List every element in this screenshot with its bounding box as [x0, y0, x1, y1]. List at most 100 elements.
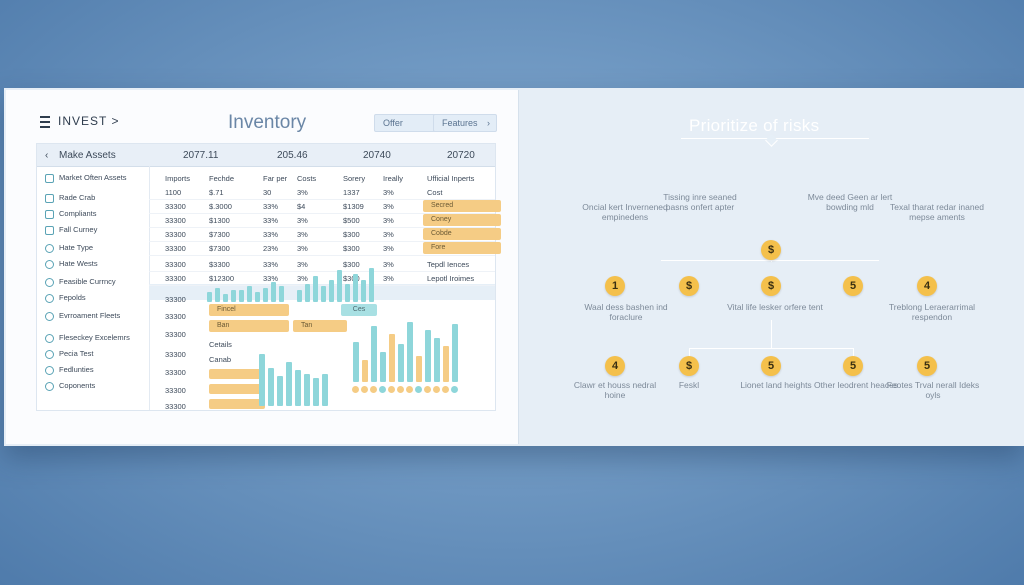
chart-bar[interactable]	[263, 288, 268, 302]
chart-bar[interactable]	[223, 294, 228, 302]
chart-dot[interactable]	[397, 386, 404, 393]
chart-bar[interactable]	[286, 362, 292, 406]
chart-dot[interactable]	[361, 386, 368, 393]
chart-bar[interactable]	[452, 324, 458, 382]
features-button[interactable]: Features ›	[433, 114, 497, 132]
risk-node[interactable]: $	[761, 240, 781, 260]
chart-bar[interactable]	[255, 292, 260, 302]
back-label[interactable]: Make Assets	[59, 150, 116, 161]
chart-bar[interactable]	[313, 378, 319, 406]
offer-button[interactable]: Offer	[374, 114, 436, 132]
chart-bar[interactable]	[389, 334, 395, 382]
sidebar-item[interactable]: Market Often Assets	[43, 172, 147, 188]
risk-node[interactable]: 5	[843, 356, 863, 376]
chart-bar[interactable]	[353, 342, 359, 382]
chart-bar[interactable]	[231, 290, 236, 302]
risk-node[interactable]: $	[679, 276, 699, 296]
sidebar-item[interactable]: Hate Type	[43, 242, 147, 258]
sidebar-item[interactable]: Feasible Currncy	[43, 276, 147, 292]
sidebar-item[interactable]: Hate Wests	[43, 258, 147, 274]
highlight-cell[interactable]: Coney	[423, 214, 501, 226]
hamburger-icon[interactable]	[40, 115, 50, 128]
sidebar-item[interactable]: Rade Crab	[43, 192, 147, 208]
risk-node[interactable]: 5	[917, 356, 937, 376]
chart-bar[interactable]	[268, 368, 274, 406]
chart-bar[interactable]	[337, 270, 342, 302]
risk-node[interactable]: 5	[761, 356, 781, 376]
chart-bar[interactable]	[247, 286, 252, 302]
chart-dot[interactable]	[406, 386, 413, 393]
highlight-cell[interactable]: Secred	[423, 200, 501, 212]
chart-dot[interactable]	[451, 386, 458, 393]
sidebar-item-label: Fleseckey Excelemrs	[59, 333, 130, 342]
sidebar-item[interactable]: Pecia Test	[43, 348, 147, 364]
table-cell: 1337	[343, 188, 360, 197]
chart-bar[interactable]	[322, 374, 328, 406]
chart-bar[interactable]	[277, 376, 283, 406]
nav-label[interactable]: INVEST >	[58, 114, 120, 128]
chart-bar[interactable]	[416, 356, 422, 382]
nav-menu[interactable]: INVEST >	[40, 114, 119, 128]
chart-bar[interactable]	[371, 326, 377, 382]
table-cell: 3%	[383, 188, 394, 197]
back-chevron-icon[interactable]: ‹	[45, 150, 49, 161]
chart-dot[interactable]	[370, 386, 377, 393]
chart-dot[interactable]	[388, 386, 395, 393]
risk-node[interactable]: 4	[917, 276, 937, 296]
chart-bar[interactable]	[295, 370, 301, 406]
chart-bar[interactable]	[297, 290, 302, 302]
chart-bar[interactable]	[271, 282, 276, 302]
chart-bar[interactable]	[361, 280, 366, 302]
chart-bar[interactable]	[329, 280, 334, 302]
legend-block[interactable]	[209, 384, 265, 394]
legend-block[interactable]	[209, 369, 265, 379]
table-cell: $12300	[209, 274, 235, 283]
chart-bar[interactable]	[207, 292, 212, 302]
chart-bar[interactable]	[345, 284, 350, 302]
chart-dot[interactable]	[352, 386, 359, 393]
table-cell: 33%	[263, 202, 279, 211]
chart-bar[interactable]	[369, 268, 374, 302]
chart-dot[interactable]	[442, 386, 449, 393]
chart-bar[interactable]	[215, 288, 220, 302]
tan-block[interactable]: Tan	[293, 320, 347, 332]
chart-bar[interactable]	[279, 286, 284, 302]
chart-bar[interactable]	[380, 352, 386, 382]
chart-bar[interactable]	[305, 284, 310, 302]
highlight-cell[interactable]: Fore	[423, 242, 501, 254]
ban-block[interactable]: Ban	[209, 320, 289, 332]
chart-dot[interactable]	[379, 386, 386, 393]
chart-bar[interactable]	[425, 330, 431, 382]
sidebar-item[interactable]: Fall Curney	[43, 224, 147, 240]
highlight-cell[interactable]: Cobde	[423, 228, 501, 240]
sidebar-item[interactable]: Fepolds	[43, 292, 147, 308]
chart-bar[interactable]	[239, 290, 244, 302]
fincel-block[interactable]: Fincel	[209, 304, 289, 316]
sidebar-item[interactable]: Fedlunties	[43, 364, 147, 380]
chart-dot[interactable]	[433, 386, 440, 393]
chart-bar[interactable]	[443, 346, 449, 382]
risk-node[interactable]: $	[761, 276, 781, 296]
risk-node[interactable]: 1	[605, 276, 625, 296]
sidebar-item[interactable]: Compliants	[43, 208, 147, 224]
risk-node[interactable]: 4	[605, 356, 625, 376]
sidebar-item[interactable]: Evrroament Fleets	[43, 310, 147, 326]
ces-block[interactable]: Ces	[341, 304, 377, 316]
legend-block[interactable]	[209, 399, 265, 409]
table-cell: $.71	[209, 188, 224, 197]
chart-bar[interactable]	[434, 338, 440, 382]
chart-bar[interactable]	[407, 322, 413, 382]
chart-dot[interactable]	[424, 386, 431, 393]
chart-bar[interactable]	[313, 276, 318, 302]
chart-bar[interactable]	[353, 274, 358, 302]
chart-bar[interactable]	[398, 344, 404, 382]
chart-bar[interactable]	[362, 360, 368, 382]
risk-node[interactable]: $	[679, 356, 699, 376]
chart-bar[interactable]	[304, 374, 310, 406]
sidebar-item[interactable]: Fleseckey Excelemrs	[43, 332, 147, 348]
chart-dot[interactable]	[415, 386, 422, 393]
chart-bar[interactable]	[321, 286, 326, 302]
risk-node[interactable]: 5	[843, 276, 863, 296]
chart-bar[interactable]	[259, 354, 265, 406]
sidebar-item[interactable]: Coponents	[43, 380, 147, 396]
